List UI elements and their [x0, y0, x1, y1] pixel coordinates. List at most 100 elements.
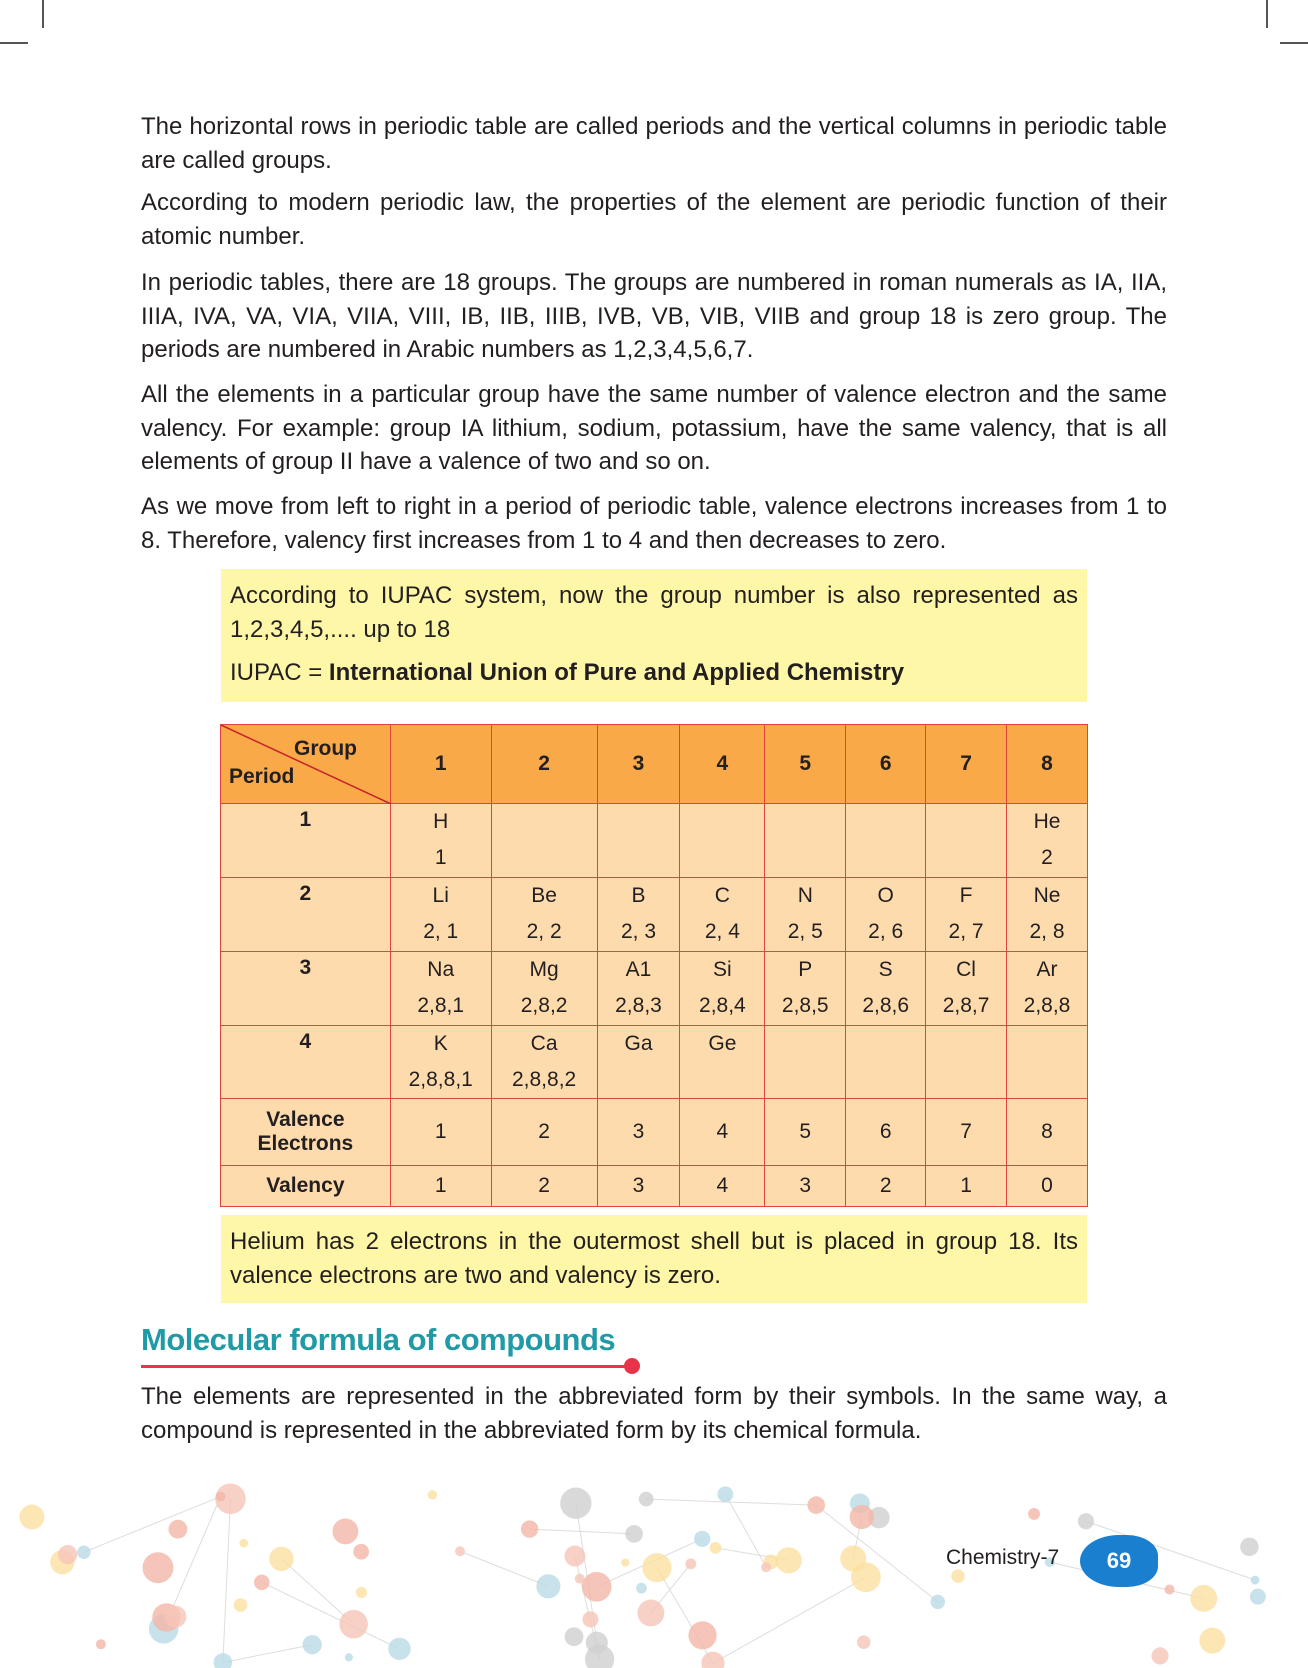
atom-circle: [775, 1547, 802, 1574]
atom-circle: [560, 1487, 592, 1519]
atom-circle: [215, 1491, 226, 1502]
valence-value: 3: [596, 1098, 681, 1166]
valency-value: 2: [490, 1165, 598, 1207]
element-symbol: S: [878, 958, 893, 981]
element-symbol: O: [877, 884, 894, 907]
valency-value: 3: [764, 1165, 847, 1207]
electron-configuration: 2,8,2: [520, 994, 568, 1017]
atom-circle: [930, 1594, 945, 1610]
valence-value: 1: [389, 1098, 492, 1166]
heading-underline-dot: [624, 1358, 640, 1374]
electron-configuration: 2,8,6: [862, 994, 910, 1017]
element-cell: B 2, 3: [596, 877, 681, 952]
atom-circle: [685, 1558, 697, 1570]
atom-circle: [1028, 1507, 1041, 1520]
valency-value: 3: [596, 1165, 681, 1207]
atom-circle: [213, 1653, 233, 1668]
group-header: 8: [1006, 724, 1088, 804]
atom-circle: [1190, 1584, 1218, 1612]
atom-circle: [688, 1621, 717, 1650]
paragraph-valence-trend: As we move from left to right in a perio…: [141, 493, 1167, 554]
electron-configuration: 2,8,8: [1023, 994, 1071, 1017]
bond-line: [281, 1558, 354, 1625]
element-cell: Ne 2, 8: [1006, 877, 1088, 952]
element-symbol: [598, 804, 680, 840]
element-cell: [1006, 1025, 1088, 1099]
electron-configuration: [492, 840, 597, 876]
helium-note-text: Helium has 2 electrons in the outermost …: [230, 1228, 1078, 1289]
bond-line: [1085, 1520, 1256, 1581]
atom-circle: [388, 1637, 411, 1661]
electron-configuration: [926, 840, 1006, 876]
atom-circle: [625, 1525, 643, 1543]
electron-configuration: 2: [1041, 846, 1053, 869]
atom-circle: [638, 1491, 654, 1507]
element-symbol: K: [433, 1032, 448, 1055]
period-row: 3 Na 2,8,1 Mg 2,8,2 A1 2,8,3 Si 2,8,4 P 2,8,5 S 2,8,…: [220, 951, 1088, 1026]
electron-configuration: [926, 1062, 1006, 1098]
iupac-note: According to IUPAC system, now the group…: [221, 569, 1087, 702]
element-symbol: [1007, 1026, 1087, 1062]
element-cell: F 2, 7: [925, 877, 1008, 952]
electron-configuration: 2, 1: [423, 920, 459, 943]
element-cell: Si 2,8,4: [679, 951, 766, 1026]
element-cell: Ca 2,8,8,2: [490, 1025, 598, 1099]
electron-configuration: [1007, 1062, 1087, 1098]
atom-circle: [332, 1518, 359, 1545]
atom-circle: [717, 1486, 734, 1503]
electron-configuration: 1: [434, 846, 447, 869]
element-symbol: H: [433, 810, 449, 833]
crop-mark: [42, 0, 44, 28]
element-cell: S 2,8,6: [845, 951, 927, 1026]
element-cell: [925, 803, 1008, 878]
atom-circle: [868, 1506, 890, 1529]
atom-circle: [582, 1611, 599, 1628]
atom-circle: [636, 1582, 647, 1594]
atom-circle: [164, 1605, 187, 1628]
element-symbol: Li: [432, 884, 449, 907]
atom-circle: [564, 1627, 584, 1647]
valence-label: Valence Electrons: [220, 1098, 391, 1166]
group-header: 6: [845, 724, 927, 804]
electron-configuration: 2,8,7: [942, 994, 990, 1017]
atom-circle: [455, 1546, 465, 1557]
crop-mark: [1266, 0, 1268, 28]
electron-configuration: [598, 1062, 680, 1098]
element-cell: [925, 1025, 1008, 1099]
atom-circle: [637, 1599, 665, 1627]
valency-value: 4: [679, 1165, 766, 1207]
electron-configuration: 2, 2: [526, 920, 562, 943]
atom-circle: [77, 1545, 91, 1560]
atom-circle: [142, 1552, 174, 1584]
bond-line: [646, 1498, 817, 1506]
element-symbol: Si: [713, 958, 732, 981]
valency-value: 0: [1006, 1165, 1088, 1207]
electron-configuration: [598, 840, 680, 876]
element-cell: C 2, 4: [679, 877, 766, 952]
crop-mark: [1280, 42, 1308, 44]
section-paragraph: The elements are represented in the abbr…: [141, 1383, 1167, 1444]
element-cell: K 2,8,8,1: [389, 1025, 492, 1099]
period-number: 2: [220, 877, 391, 952]
period-row: 2 Li 2, 1 Be 2, 2 B 2, 3 C 2, 4 N 2, 5 O 2, 6 F 2, 7 Ne…: [220, 877, 1088, 952]
bond-line: [222, 1644, 313, 1663]
bond-line: [529, 1528, 635, 1535]
book-title: Chemistry-7: [946, 1546, 1060, 1569]
valency-label: Valency: [220, 1165, 391, 1207]
element-symbol: Cl: [956, 958, 976, 981]
electron-configuration: [765, 1062, 845, 1098]
element-cell: Mg 2,8,2: [490, 951, 598, 1026]
atom-circle: [19, 1504, 45, 1530]
bond-line: [459, 1550, 549, 1587]
atom-circle: [239, 1538, 249, 1548]
bond-line: [83, 1496, 221, 1553]
element-symbol: [926, 804, 1006, 840]
valency-value: 1: [925, 1165, 1008, 1207]
element-symbol: Ca: [530, 1032, 558, 1055]
valency-value: 2: [845, 1165, 927, 1207]
valence-value: 5: [764, 1098, 847, 1166]
group-header: 1: [389, 724, 492, 804]
element-cell: [764, 1025, 847, 1099]
crop-mark: [0, 42, 28, 44]
